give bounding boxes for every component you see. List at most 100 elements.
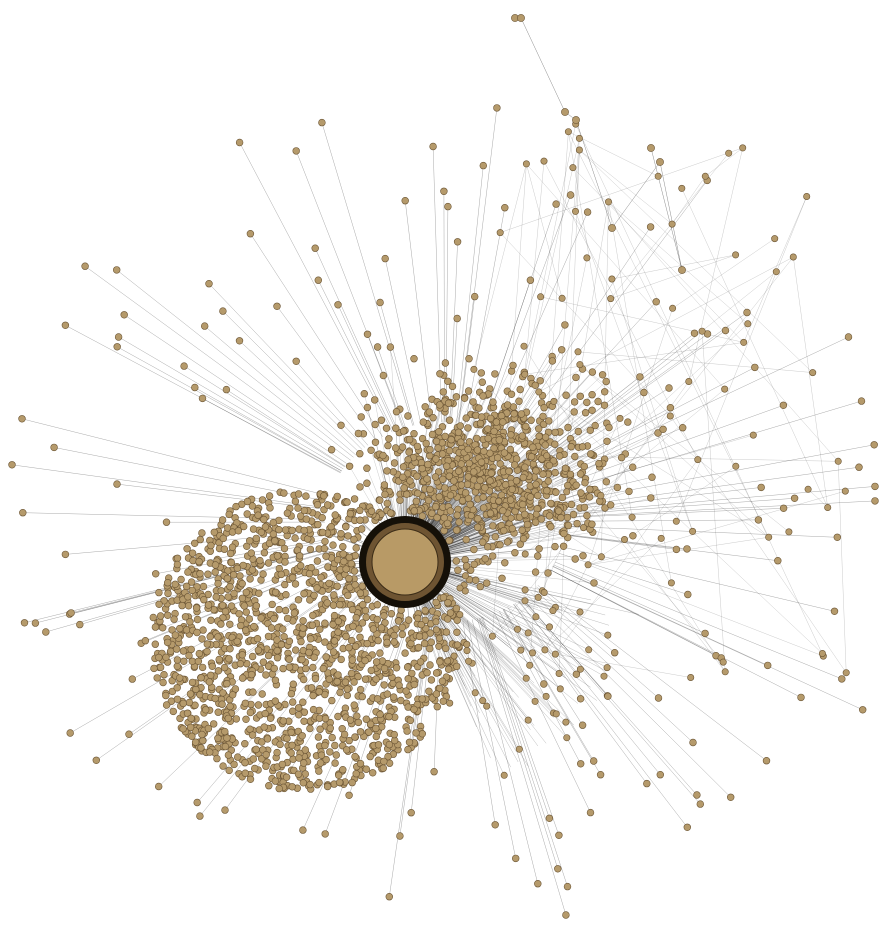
graph-node[interactable] [265, 492, 274, 500]
graph-node[interactable] [438, 677, 447, 685]
graph-node[interactable] [532, 467, 540, 475]
graph-node[interactable] [260, 548, 269, 557]
graph-node[interactable] [511, 854, 520, 863]
graph-node[interactable] [252, 602, 261, 610]
graph-node[interactable] [561, 321, 569, 329]
graph-node[interactable] [586, 426, 594, 434]
graph-node[interactable] [392, 424, 400, 432]
graph-node[interactable] [295, 711, 303, 719]
graph-node[interactable] [342, 632, 350, 641]
graph-node[interactable] [842, 669, 850, 677]
graph-node[interactable] [288, 783, 296, 791]
graph-node[interactable] [496, 229, 504, 237]
graph-node[interactable] [281, 606, 290, 615]
graph-node[interactable] [206, 633, 214, 641]
graph-node[interactable] [371, 396, 379, 404]
graph-node[interactable] [183, 626, 191, 634]
graph-node[interactable] [242, 588, 251, 597]
graph-node[interactable] [162, 653, 170, 661]
graph-node[interactable] [162, 518, 171, 526]
graph-node[interactable] [719, 658, 727, 666]
graph-node[interactable] [361, 675, 370, 683]
graph-node[interactable] [596, 491, 605, 500]
graph-node[interactable] [465, 657, 473, 665]
graph-node[interactable] [169, 707, 178, 716]
graph-node[interactable] [421, 606, 429, 615]
graph-node[interactable] [322, 755, 330, 764]
graph-node[interactable] [327, 522, 335, 531]
graph-node[interactable] [387, 609, 396, 618]
graph-node[interactable] [271, 537, 279, 545]
graph-node[interactable] [555, 831, 563, 839]
graph-node[interactable] [490, 427, 498, 436]
graph-node[interactable] [320, 544, 329, 553]
graph-node[interactable] [684, 590, 692, 599]
graph-node[interactable] [646, 223, 655, 231]
graph-node[interactable] [566, 470, 575, 478]
graph-node[interactable] [480, 504, 488, 512]
graph-node[interactable] [184, 593, 192, 601]
graph-node[interactable] [313, 584, 321, 592]
graph-node[interactable] [273, 748, 281, 757]
graph-node[interactable] [403, 727, 411, 735]
graph-node[interactable] [521, 597, 529, 605]
graph-node[interactable] [202, 706, 210, 714]
graph-node[interactable] [576, 665, 584, 673]
graph-node[interactable] [479, 161, 487, 170]
graph-node[interactable] [224, 751, 233, 759]
graph-node[interactable] [410, 705, 418, 714]
graph-node[interactable] [306, 596, 314, 604]
graph-node[interactable] [366, 752, 374, 761]
graph-node[interactable] [217, 620, 225, 628]
graph-node[interactable] [610, 648, 619, 657]
graph-node[interactable] [643, 779, 651, 788]
graph-node[interactable] [279, 625, 287, 633]
graph-node[interactable] [833, 533, 841, 541]
graph-node[interactable] [445, 447, 454, 455]
graph-node[interactable] [374, 636, 382, 645]
graph-node[interactable] [288, 741, 296, 749]
graph-node[interactable] [534, 425, 543, 433]
graph-node[interactable] [439, 388, 447, 396]
graph-node[interactable] [488, 632, 496, 640]
graph-node[interactable] [379, 371, 388, 380]
graph-node[interactable] [457, 460, 465, 468]
graph-node[interactable] [373, 600, 381, 609]
graph-node[interactable] [398, 630, 406, 639]
graph-node[interactable] [489, 552, 497, 560]
graph-node[interactable] [577, 489, 585, 497]
graph-node[interactable] [571, 207, 579, 215]
graph-node[interactable] [505, 467, 513, 475]
graph-node[interactable] [517, 410, 526, 418]
graph-node[interactable] [534, 879, 542, 888]
graph-node[interactable] [343, 685, 351, 693]
graph-node[interactable] [721, 668, 729, 676]
graph-node[interactable] [322, 653, 330, 661]
graph-node[interactable] [390, 693, 398, 701]
graph-node[interactable] [526, 276, 535, 284]
graph-node[interactable] [300, 589, 308, 598]
graph-node[interactable] [356, 506, 364, 515]
graph-node[interactable] [403, 663, 412, 671]
graph-node[interactable] [390, 730, 398, 739]
graph-node[interactable] [394, 617, 403, 625]
graph-node[interactable] [245, 615, 254, 623]
graph-node[interactable] [329, 648, 338, 656]
graph-node[interactable] [346, 510, 355, 518]
graph-node[interactable] [603, 664, 611, 672]
graph-node[interactable] [563, 882, 572, 891]
graph-node[interactable] [535, 432, 543, 440]
graph-node[interactable] [363, 639, 371, 648]
graph-node[interactable] [363, 595, 372, 604]
graph-node[interactable] [367, 666, 375, 675]
graph-node[interactable] [548, 357, 557, 365]
graph-node[interactable] [789, 253, 797, 261]
graph-node[interactable] [604, 631, 612, 639]
graph-node[interactable] [323, 782, 332, 791]
graph-node[interactable] [574, 348, 582, 356]
graph-node[interactable] [176, 624, 184, 633]
graph-node[interactable] [444, 202, 452, 211]
graph-node[interactable] [439, 697, 447, 705]
graph-node[interactable] [207, 541, 215, 550]
graph-node[interactable] [372, 724, 380, 733]
